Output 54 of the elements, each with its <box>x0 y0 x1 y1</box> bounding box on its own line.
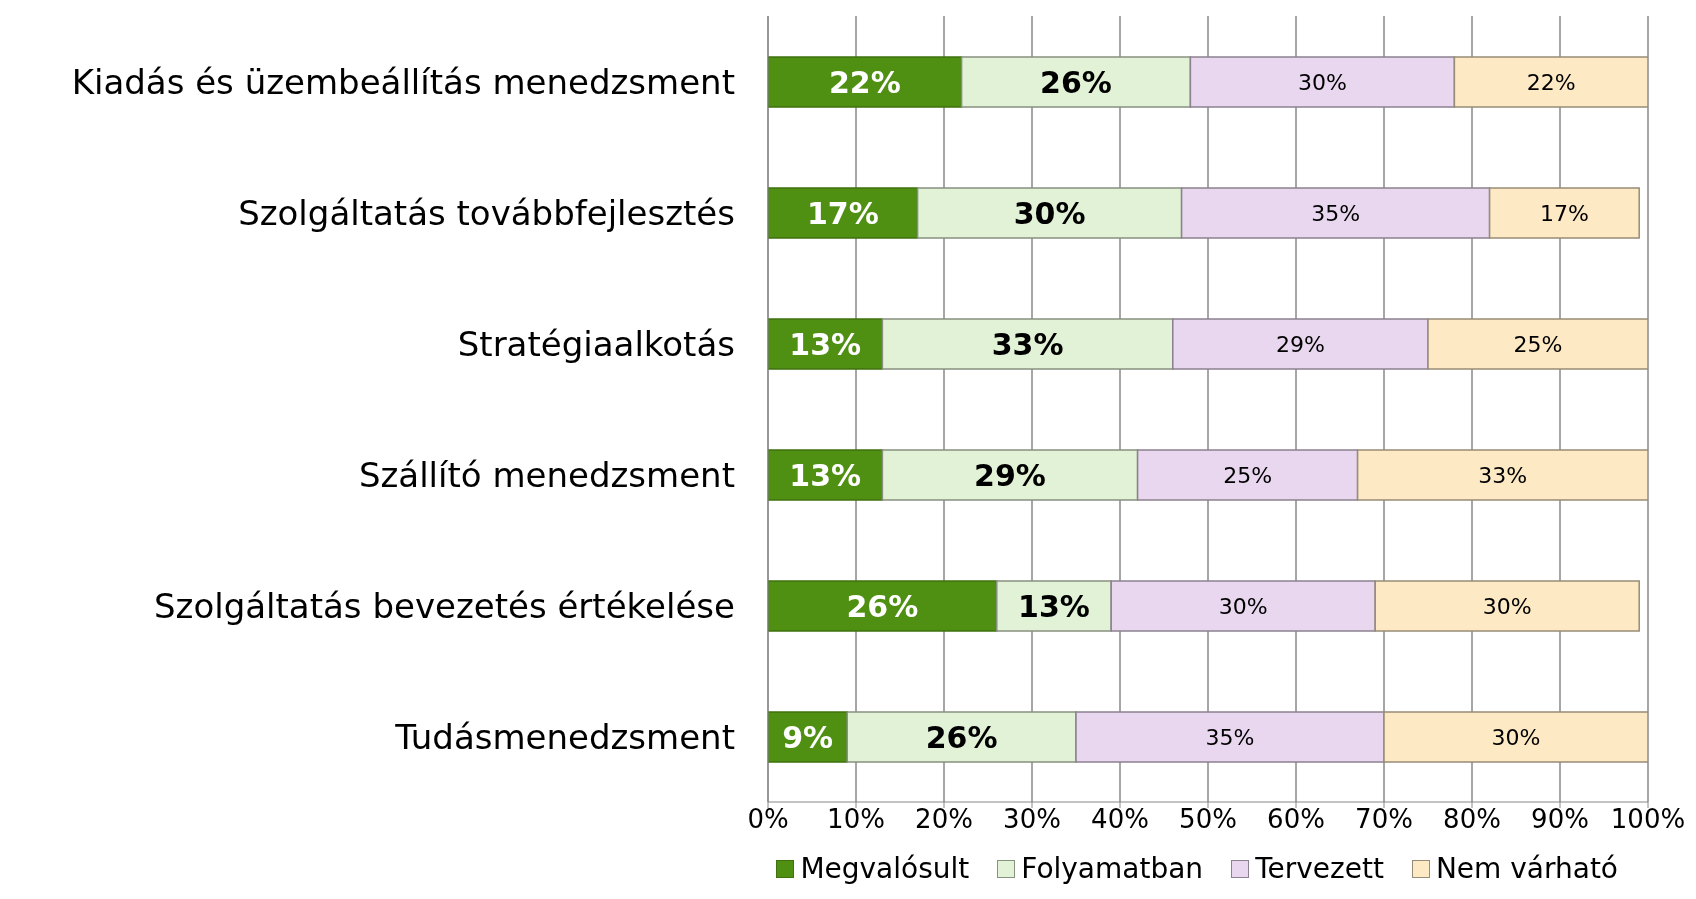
bar <box>768 187 919 239</box>
bar <box>768 580 998 632</box>
data-label: 13% <box>789 326 862 362</box>
data-label: 26% <box>925 719 998 755</box>
data-label: 13% <box>789 457 862 493</box>
data-label: 33% <box>991 326 1064 362</box>
bar <box>1488 187 1640 239</box>
legend-label: Nem várható <box>1434 852 1618 885</box>
data-label: 17% <box>806 195 879 231</box>
y-tick-label: Szolgáltatás továbbfejlesztés <box>238 192 735 233</box>
data-label: 30% <box>1482 593 1532 619</box>
data-label: 25% <box>1223 462 1273 488</box>
legend-label: Megvalósult <box>799 852 970 885</box>
data-label: 33% <box>1478 462 1528 488</box>
bar <box>1427 318 1648 370</box>
data-label: 29% <box>1275 331 1325 357</box>
data-label: 35% <box>1205 724 1255 750</box>
data-label: 30% <box>1013 195 1086 231</box>
x-tick-label: 90% <box>1531 804 1589 835</box>
x-tick-label: 0% <box>747 804 789 835</box>
data-label: 22% <box>828 64 901 100</box>
x-tick-label: 60% <box>1267 804 1325 835</box>
data-label: 26% <box>1040 64 1112 100</box>
y-tick-label: Tudásmenedzsment <box>394 716 735 757</box>
x-tick-label: 20% <box>915 804 973 835</box>
data-label: 17% <box>1539 200 1589 226</box>
data-label: 35% <box>1311 200 1361 226</box>
data-label: 25% <box>1513 331 1563 357</box>
bar <box>1356 449 1648 501</box>
bar <box>1383 711 1648 763</box>
legend-label: Folyamatban <box>1020 852 1204 885</box>
x-tick-label: 10% <box>827 804 885 835</box>
y-tick-label: Stratégiaalkotás <box>457 323 735 364</box>
x-tick-label: 30% <box>1003 804 1061 835</box>
legend-label: Tervezett <box>1254 852 1384 885</box>
y-tick-label: Szállító menedzsment <box>358 454 735 495</box>
data-label: 30% <box>1218 593 1268 619</box>
y-tick-label: Szolgáltatás bevezetés értékelése <box>153 585 735 626</box>
bar <box>1453 56 1648 108</box>
data-label: 29% <box>974 457 1046 493</box>
x-tick-label: 50% <box>1179 804 1237 835</box>
x-tick-label: 100% <box>1610 804 1686 835</box>
data-label: 9% <box>782 719 834 755</box>
x-tick-label: 80% <box>1443 804 1501 835</box>
y-tick-label: Kiadás és üzembeállítás menedzsment <box>71 61 735 102</box>
data-label: 13% <box>1018 588 1090 624</box>
bar <box>1374 580 1640 632</box>
data-label: 26% <box>846 588 919 624</box>
bar <box>768 56 963 108</box>
x-tick-label: 70% <box>1355 804 1413 835</box>
data-label: 30% <box>1297 69 1347 95</box>
data-label: 22% <box>1526 69 1576 95</box>
data-label: 30% <box>1491 724 1541 750</box>
x-tick-label: 40% <box>1091 804 1149 835</box>
